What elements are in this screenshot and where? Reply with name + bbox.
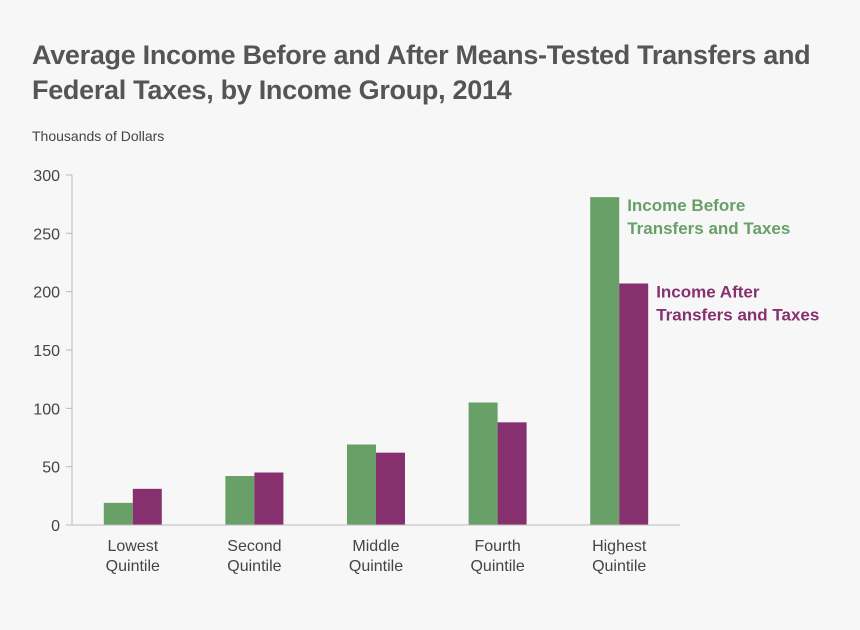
bars — [103, 197, 649, 525]
x-tick-label-line: Fourth — [474, 538, 520, 555]
bar-after — [619, 283, 649, 525]
x-tick-label-line: Quintile — [470, 558, 524, 575]
bar-before — [468, 402, 498, 525]
y-tick-label: 100 — [33, 401, 60, 418]
x-axis: Lowest Quintile Second Quintile Middle Quinti… — [72, 524, 680, 575]
legend-label-line: Income Before — [627, 196, 745, 215]
legend-label-before: Income Before Transfers and Taxes — [627, 196, 790, 238]
x-tick-label-line: Lowest — [107, 538, 158, 555]
bar-after — [254, 472, 284, 525]
bar-after — [497, 422, 527, 525]
y-tick-label: 200 — [33, 285, 60, 302]
y-axis: 0 50 100 150 200 250 300 — [33, 168, 73, 535]
x-tick-label-line: Second — [227, 538, 281, 555]
chart-title: Average Income Before and After Means-Te… — [32, 40, 811, 105]
x-tick-label-line: Quintile — [592, 558, 646, 575]
legend-label-line: Transfers and Taxes — [627, 219, 790, 238]
x-tick-label-line: Quintile — [227, 558, 281, 575]
x-tick-label: Lowest Quintile — [106, 538, 160, 575]
bar-after — [376, 452, 405, 525]
x-tick-label: Fourth Quintile — [470, 538, 524, 575]
bar-before — [347, 444, 376, 525]
legend-label-line: Transfers and Taxes — [656, 306, 819, 325]
y-tick-label: 0 — [51, 518, 60, 535]
x-tick-label: Middle Quintile — [349, 538, 403, 575]
y-tick-label: 50 — [42, 460, 60, 477]
legend-label-line: Income After — [656, 283, 760, 302]
bar-before — [225, 476, 255, 525]
x-tick-label-line: Highest — [592, 538, 647, 555]
x-tick-label-line: Middle — [352, 538, 399, 555]
x-tick-label-line: Quintile — [106, 558, 160, 575]
x-tick-label-line: Quintile — [349, 558, 403, 575]
y-tick-label: 250 — [33, 226, 60, 243]
bar-before — [590, 197, 620, 525]
y-tick-label: 300 — [33, 168, 60, 185]
x-tick-label: Highest Quintile — [592, 538, 647, 575]
bar-before — [103, 502, 133, 525]
bar-after — [132, 488, 162, 525]
legend-label-after: Income After Transfers and Taxes — [656, 283, 819, 325]
y-tick-label: 150 — [33, 343, 60, 360]
x-tick-label: Second Quintile — [227, 538, 281, 575]
y-axis-label: Thousands of Dollars — [32, 128, 165, 144]
